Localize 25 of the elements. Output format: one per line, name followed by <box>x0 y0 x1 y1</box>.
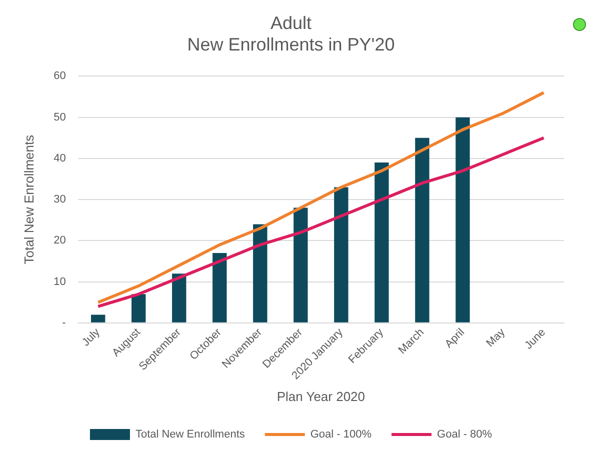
bar <box>132 294 146 322</box>
y-axis-title: Total New Enrollments <box>21 134 36 264</box>
legend-label: Goal - 80% <box>437 428 492 441</box>
x-tick-label: July <box>80 326 103 349</box>
bar <box>253 224 268 322</box>
bar <box>456 117 470 322</box>
bar <box>294 208 308 322</box>
y-tick-label: 10 <box>54 276 66 288</box>
y-tick-label: 50 <box>54 111 66 124</box>
bar <box>374 162 389 322</box>
x-axis-title: Plan Year 2020 <box>276 388 366 404</box>
y-tick-label: 40 <box>54 152 66 164</box>
bar <box>334 187 348 322</box>
x-tick-label: May <box>484 326 508 350</box>
bar <box>172 274 186 322</box>
bar <box>415 138 430 322</box>
legend-label: Total New Enrollments <box>135 428 246 441</box>
y-tick-label: 20 <box>54 234 66 247</box>
chart-title: Adult New Enrollments in PY'20 <box>187 12 395 54</box>
bar <box>212 253 227 322</box>
bar <box>91 314 106 322</box>
y-tick-label: 60 <box>54 70 66 82</box>
legend-label: Goal - 100% <box>310 428 372 441</box>
y-tick-label: 30 <box>54 194 66 206</box>
y-tick-label: - <box>62 316 66 329</box>
